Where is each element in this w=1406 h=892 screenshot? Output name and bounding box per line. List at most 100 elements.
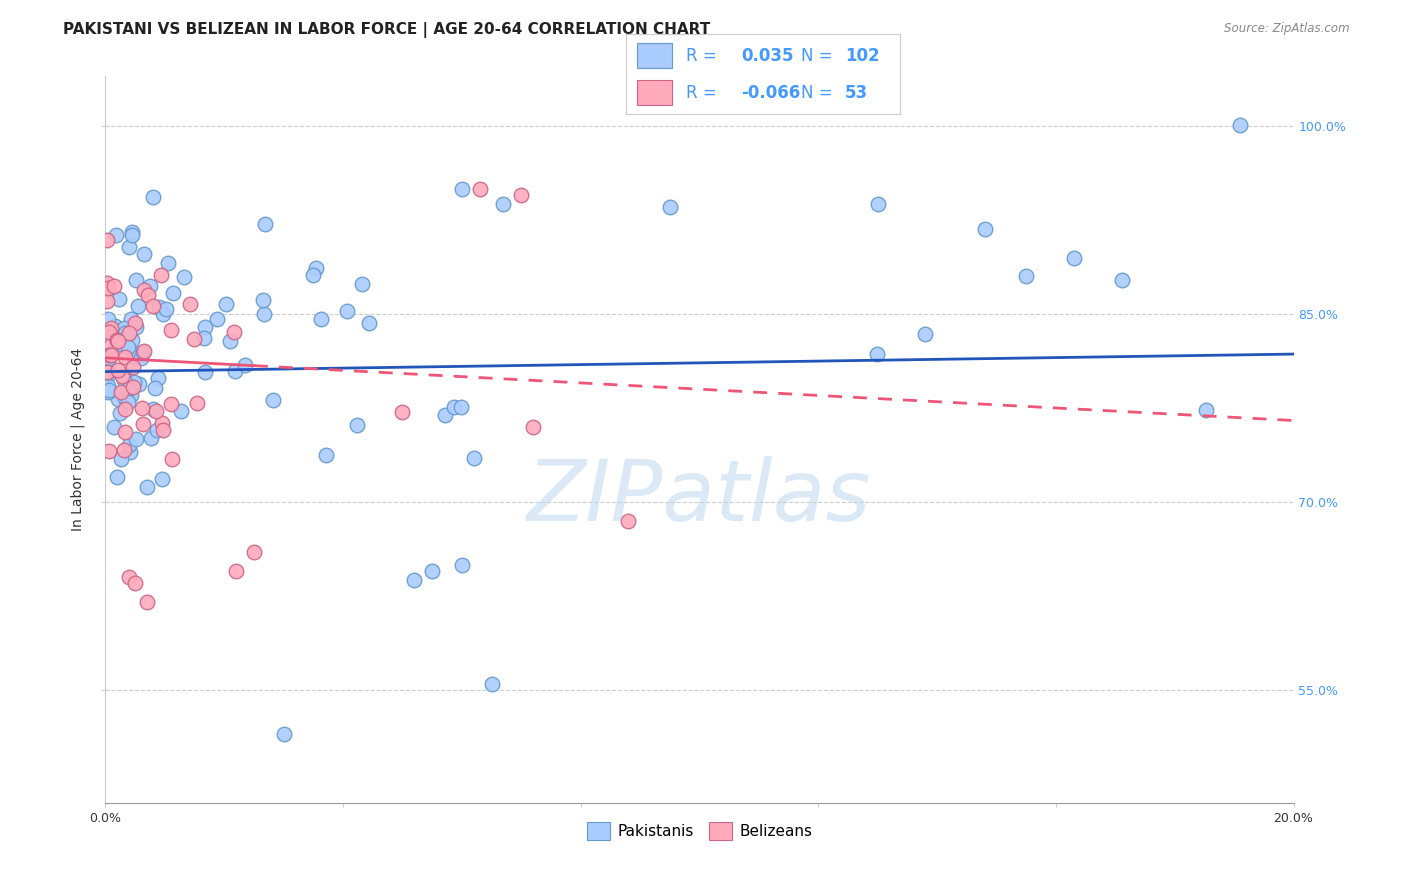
- Point: [122, 350, 145, 364]
- Point: [100, 348, 122, 362]
- Point: [96, 233, 118, 247]
- Point: [132, 247, 155, 261]
- Point: [136, 480, 159, 494]
- Point: [103, 279, 125, 293]
- Point: [450, 558, 472, 572]
- Text: N =: N =: [801, 84, 832, 102]
- Text: 102: 102: [845, 46, 880, 64]
- Point: [110, 337, 132, 351]
- Point: [143, 381, 166, 395]
- Point: [170, 404, 193, 418]
- Text: PAKISTANI VS BELIZEAN IN LABOR FORCE | AGE 20-64 CORRELATION CHART: PAKISTANI VS BELIZEAN IN LABOR FORCE | A…: [63, 22, 710, 38]
- Point: [131, 401, 153, 415]
- Point: [96, 365, 118, 379]
- Point: [142, 190, 165, 204]
- Point: [302, 268, 325, 282]
- Point: [117, 395, 139, 409]
- Point: [468, 181, 491, 195]
- Point: [97, 385, 120, 400]
- Point: [117, 340, 139, 354]
- Point: [118, 240, 141, 254]
- Point: [107, 363, 129, 377]
- Point: [141, 431, 163, 445]
- Point: [617, 514, 640, 528]
- Point: [146, 423, 169, 437]
- Point: [97, 311, 120, 326]
- Point: [120, 445, 142, 459]
- Point: [98, 325, 121, 339]
- Point: [433, 408, 456, 422]
- Point: [120, 388, 142, 402]
- Point: [350, 277, 373, 291]
- Point: [105, 227, 128, 242]
- Legend: Pakistanis, Belizeans: Pakistanis, Belizeans: [581, 816, 818, 846]
- Point: [128, 377, 150, 392]
- Point: [117, 382, 139, 396]
- Point: [522, 419, 544, 434]
- Point: [96, 293, 118, 308]
- Point: [159, 323, 181, 337]
- Point: [866, 347, 889, 361]
- Point: [100, 326, 122, 340]
- Point: [132, 283, 155, 297]
- Point: [125, 273, 148, 287]
- Point: [404, 573, 426, 587]
- Point: [142, 402, 165, 417]
- Point: [215, 297, 238, 311]
- Point: [114, 391, 136, 405]
- Point: [253, 217, 276, 231]
- Point: [98, 444, 121, 458]
- Point: [139, 279, 162, 293]
- Point: [193, 331, 215, 345]
- Point: [194, 319, 217, 334]
- Point: [107, 392, 129, 407]
- Point: [173, 270, 195, 285]
- Point: [186, 396, 208, 410]
- Point: [97, 351, 120, 366]
- Point: [114, 351, 136, 365]
- Point: [152, 423, 174, 437]
- Point: [450, 181, 472, 195]
- Point: [104, 318, 127, 333]
- Point: [481, 677, 503, 691]
- Point: [97, 378, 120, 392]
- Point: [108, 405, 131, 419]
- Point: [305, 261, 328, 276]
- Point: [105, 334, 128, 348]
- Point: [391, 405, 413, 419]
- Point: [107, 334, 129, 349]
- Point: [463, 450, 485, 465]
- Point: [252, 293, 274, 307]
- Point: [100, 338, 122, 352]
- Point: [357, 316, 380, 330]
- Point: [114, 425, 136, 439]
- Point: [243, 545, 266, 559]
- Point: [225, 564, 247, 578]
- Point: [96, 276, 118, 290]
- Point: [194, 365, 217, 379]
- Text: 0.035: 0.035: [741, 46, 793, 64]
- Text: -0.066: -0.066: [741, 84, 800, 102]
- Point: [111, 368, 134, 383]
- Point: [450, 400, 472, 414]
- Text: R =: R =: [686, 84, 717, 102]
- Point: [142, 299, 165, 313]
- Point: [124, 347, 146, 361]
- Point: [1015, 269, 1038, 284]
- Point: [914, 326, 936, 341]
- Point: [132, 344, 155, 359]
- Point: [336, 304, 359, 318]
- Point: [112, 373, 135, 387]
- Point: [100, 321, 122, 335]
- Point: [112, 442, 135, 457]
- Point: [121, 333, 143, 347]
- Point: [132, 417, 155, 431]
- Point: [125, 432, 148, 446]
- Point: [492, 196, 515, 211]
- Point: [253, 307, 276, 321]
- Point: [125, 320, 148, 334]
- Point: [121, 227, 143, 242]
- Point: [121, 226, 143, 240]
- Point: [148, 300, 170, 314]
- Text: 53: 53: [845, 84, 868, 102]
